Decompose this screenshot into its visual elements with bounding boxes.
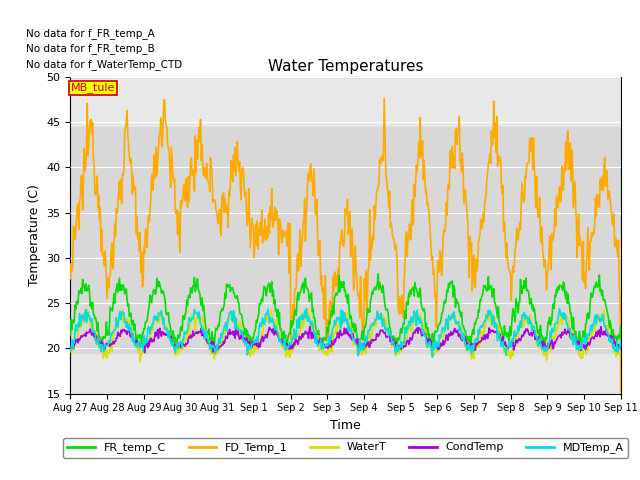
Title: Water Temperatures: Water Temperatures [268,59,423,74]
Text: No data for f_FR_temp_B: No data for f_FR_temp_B [26,44,155,54]
Text: No data for f_FR_temp_A: No data for f_FR_temp_A [26,28,155,38]
Y-axis label: Temperature (C): Temperature (C) [28,184,41,286]
Legend: FR_temp_C, FD_Temp_1, WaterT, CondTemp, MDTemp_A: FR_temp_C, FD_Temp_1, WaterT, CondTemp, … [63,438,628,458]
Text: MB_tule: MB_tule [71,83,115,93]
Bar [70,127,621,353]
X-axis label: Time: Time [330,419,361,432]
Text: No data for f_WaterTemp_CTD: No data for f_WaterTemp_CTD [26,60,182,70]
